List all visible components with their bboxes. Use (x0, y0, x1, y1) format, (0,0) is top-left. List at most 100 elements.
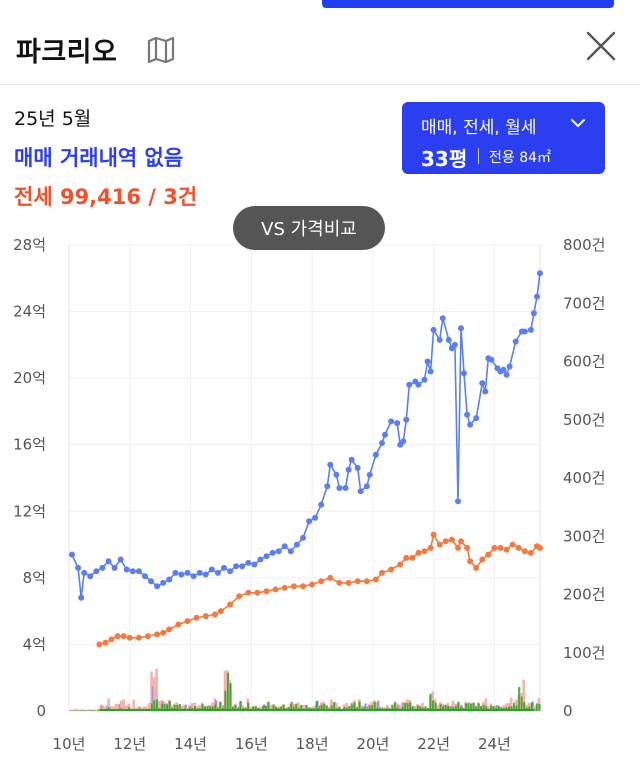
jeonse-price-point (327, 574, 334, 581)
volume-bar-sale (510, 706, 513, 711)
volume-bar-sale (513, 702, 516, 711)
volume-bar-sale (323, 703, 326, 711)
x-tick-label: 10년 (53, 735, 86, 753)
volume-bar-sale (226, 672, 230, 711)
volume-bar-sale (229, 683, 232, 711)
page-title: 파크리오 (16, 37, 118, 68)
sale-price-point (202, 571, 209, 578)
jeonse-price-point (145, 633, 151, 640)
volume-bar-sale (262, 705, 265, 711)
sale-price-point (129, 568, 136, 575)
jeonse-price-point (430, 531, 437, 538)
volume-bar-sale (77, 710, 80, 711)
volume-bar-sale (219, 701, 222, 711)
y-right-tick-label: 200건 (563, 586, 605, 604)
volume-bar-sale (373, 701, 376, 711)
jeonse-price-point (96, 641, 103, 648)
volume-bar-sale (409, 702, 412, 711)
volume-bar-sale (82, 710, 85, 711)
jeonse-price-point (211, 611, 218, 618)
jeonse-price-point (193, 614, 200, 621)
jeonse-price-point (227, 601, 234, 608)
volume-bar-sale (348, 705, 351, 711)
volume-bar-jeonse (152, 677, 156, 711)
volume-bar-jeonse (124, 705, 128, 711)
sale-price-point (69, 551, 75, 558)
volume-bar-sale (533, 709, 536, 711)
volume-bar-jeonse (400, 702, 404, 711)
volume-bar-jeonse (180, 705, 184, 711)
volume-bar-jeonse (297, 702, 300, 711)
sale-price-point (312, 514, 319, 521)
volume-bar-jeonse (514, 699, 518, 711)
sale-price-point (503, 371, 510, 378)
volume-bar-sale (490, 705, 493, 711)
sale-price-point (214, 569, 221, 576)
volume-bar-jeonse (509, 697, 513, 711)
jeonse-price-point (336, 579, 343, 586)
sale-price-point (269, 549, 276, 556)
sale-price-point (400, 438, 407, 445)
sale-price-point (300, 534, 306, 541)
volume-bar-sale (520, 696, 523, 711)
volume-bar-jeonse (198, 704, 201, 711)
sale-price-point (458, 325, 464, 332)
volume-bar-sale (351, 704, 354, 711)
sale-price-point (324, 483, 331, 490)
sale-price-point (427, 368, 434, 375)
map-icon[interactable] (146, 35, 176, 65)
volume-bar-sale (282, 704, 285, 711)
filter-button[interactable]: 매매, 전세, 월세 33평 전용 84㎡ (402, 102, 605, 174)
volume-bar-sale (523, 702, 526, 711)
jeonse-price-point (467, 558, 474, 565)
vs-compare-button[interactable]: VS 가격비교 (233, 206, 385, 250)
volume-bar-sale (315, 701, 318, 711)
volume-bar-sale (447, 705, 450, 711)
volume-bar-sale (518, 686, 521, 711)
price-chart[interactable]: 10년 12년 14년 16년 18년 20년 22년 24년 0 4억 8억 12억 16억 20억 24… (0, 230, 640, 777)
jeonse-price-point (102, 639, 109, 646)
sale-price-point (123, 566, 130, 573)
volume-bar-sale (292, 706, 295, 711)
volume-bar-sale (394, 702, 397, 711)
volume-bar-jeonse (107, 698, 110, 711)
sale-price-point (372, 451, 379, 458)
x-tick-label: 18년 (296, 735, 329, 753)
volume-bar-jeonse (147, 703, 151, 711)
volume-bar-sale (497, 706, 501, 711)
volume-bar-sale (371, 705, 374, 711)
period-label: 25년 5월 (14, 108, 92, 130)
y-right-tick-label: 100건 (563, 644, 605, 662)
close-icon[interactable] (583, 28, 619, 64)
sale-price-point (81, 569, 88, 576)
volume-bar-sale (416, 705, 420, 711)
jeonse-price-point (300, 583, 306, 590)
volume-bar-jeonse (532, 706, 536, 711)
sale-price-point (333, 471, 340, 478)
sale-price-point (382, 431, 388, 438)
volume-bar-sale (470, 703, 473, 711)
volume-bar-sale (477, 703, 480, 711)
jeonse-price-point (415, 549, 422, 556)
sale-price-point (342, 485, 349, 491)
volume-bar-jeonse (76, 709, 80, 711)
jeonse-price-point (379, 569, 385, 576)
volume-bar-sale (492, 706, 496, 711)
sale-price-point (488, 356, 495, 363)
price-lines (69, 270, 543, 648)
jeonse-price-point (166, 626, 173, 633)
filter-type-label: 매매, 전세, 월세 (421, 118, 537, 138)
volume-bar-sale (156, 699, 159, 711)
x-tick-label: 20년 (356, 735, 389, 753)
jeonse-price-point (509, 541, 516, 548)
y-right-tick-label: 800건 (563, 236, 605, 254)
y-right-tick-label: 700건 (563, 294, 605, 312)
header-divider (0, 84, 640, 85)
volume-bar-sale (201, 704, 204, 711)
sale-price-point (534, 293, 540, 300)
sale-price-point (148, 578, 154, 585)
sale-price-point (233, 563, 240, 570)
jeonse-price-point (154, 631, 161, 638)
volume-bar-jeonse (137, 706, 141, 711)
jeonse-price-point (245, 589, 252, 596)
